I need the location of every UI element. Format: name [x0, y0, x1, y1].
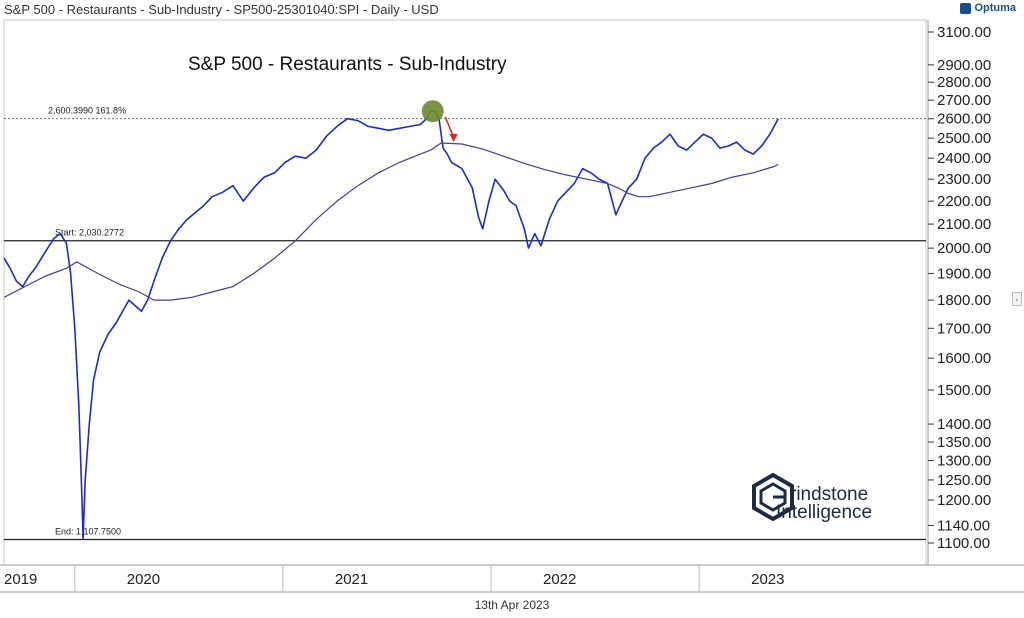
series-layer	[3, 110, 779, 540]
y-tick-label-1100: 1100.00	[937, 535, 990, 552]
year-label-2020: 2020	[127, 571, 160, 588]
level-lines: 2,600.3990 161.8% Start: 2,030.2772 End: 1…	[4, 106, 926, 541]
y-tick-label-2400: 2400.00	[937, 150, 991, 167]
y-tick-label-1400: 1400.00	[937, 416, 991, 433]
y-tick-label-1350: 1350.00	[937, 434, 991, 451]
y-tick-label-1140: 1140.00	[937, 517, 990, 534]
y-tick-label-1900: 1900.00	[937, 265, 991, 282]
series-line-moving-average	[3, 142, 779, 301]
y-tick-label-1250: 1250.00	[937, 472, 991, 489]
decline-arrow-head	[449, 134, 458, 143]
y-tick-label-1600: 1600.00	[937, 350, 991, 367]
y-tick-label-2600: 2600.00	[937, 111, 991, 128]
year-label-2019: 2019	[4, 571, 37, 588]
y-tick-label-2900: 2900.00	[937, 57, 991, 74]
chart-title: S&P 500 - Restaurants - Sub-Industry	[188, 54, 507, 75]
chart-header: S&P 500 - Restaurants - Sub-Industry - S…	[4, 2, 439, 17]
level-label-start: Start: 2,030.2772	[55, 228, 124, 238]
level-label-end: End: 1,107.7500	[55, 527, 121, 537]
decline-arrow	[444, 116, 455, 138]
grindstone-logo-icon	[752, 472, 794, 522]
y-tick-label-1200: 1200.00	[937, 492, 991, 509]
optuma-brand[interactable]: Optuma	[960, 2, 1016, 14]
year-label-2022: 2022	[543, 571, 576, 588]
y-tick-label-1500: 1500.00	[937, 382, 991, 399]
annotation-layer	[421, 100, 458, 143]
y-tick-label-2100: 2100.00	[937, 216, 991, 233]
level-label-fib: 2,600.3990 161.8%	[48, 106, 126, 116]
watermark-line2: Intelligence	[776, 502, 872, 523]
series-line-price	[3, 110, 779, 540]
y-tick-label-2700: 2700.00	[937, 92, 991, 109]
grindstone-watermark: rindstone Intelligence	[752, 472, 872, 523]
optuma-brand-label: Optuma	[974, 2, 1016, 14]
y-tick-label-2200: 2200.00	[937, 193, 991, 210]
axis-scroll-handle[interactable]: ‹	[1012, 292, 1022, 306]
y-tick-label-2800: 2800.00	[937, 74, 991, 91]
y-tick-label-2500: 2500.00	[937, 130, 991, 147]
y-tick-label-2300: 2300.00	[937, 171, 991, 188]
optuma-logo-icon	[960, 2, 972, 14]
y-tick-label-1300: 1300.00	[937, 453, 991, 470]
y-tick-label-1800: 1800.00	[937, 292, 991, 309]
year-label-2023: 2023	[751, 571, 784, 588]
year-axis: 2019 2020 2021 2022 2023	[4, 565, 785, 592]
year-label-2021: 2021	[335, 571, 368, 588]
chart-date: 13th Apr 2023	[474, 598, 550, 612]
y-tick-label-2000: 2000.00	[937, 240, 991, 257]
y-tick-label-1700: 1700.00	[937, 320, 991, 337]
peak-marker	[421, 100, 444, 123]
watermark-line1: rindstone	[790, 484, 868, 505]
y-tick-label-3100: 3100.00	[937, 24, 991, 41]
